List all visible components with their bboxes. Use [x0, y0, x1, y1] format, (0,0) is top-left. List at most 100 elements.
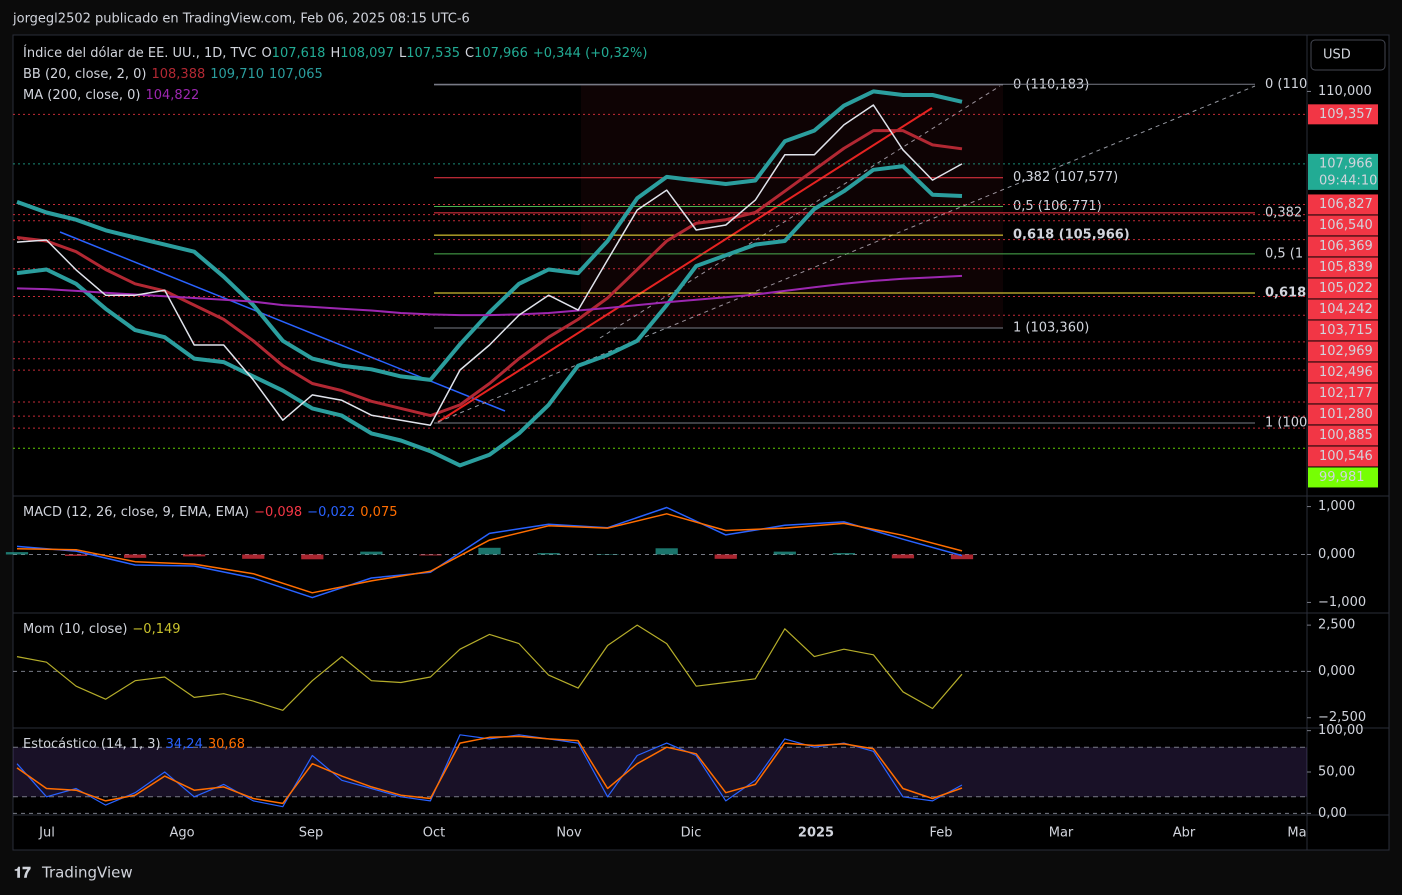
histogram-bar: [714, 554, 737, 559]
price-tag: [1308, 362, 1378, 383]
legend-part: 30,68: [208, 737, 245, 752]
y-tick-label: 0,00: [1318, 806, 1347, 821]
price-tag-label: 106,540: [1319, 218, 1373, 233]
y-tick-label: 2,500: [1318, 618, 1355, 633]
price-tag: [1308, 383, 1378, 404]
legend-part: H: [330, 46, 340, 61]
legend-part: Mom (10, close): [23, 622, 127, 637]
price-tag: [1308, 278, 1378, 299]
fib-label: 0 (110: [1265, 77, 1307, 92]
price-tag: [1308, 425, 1378, 446]
currency-button[interactable]: [1310, 39, 1386, 71]
price-tag: [1308, 257, 1378, 278]
fib-label: 0,5 (106,771): [1013, 199, 1102, 214]
brand-icon: 𝟏𝟕: [14, 864, 31, 882]
y-tick-label: 0,000: [1318, 547, 1355, 562]
legend-part: 109,710: [210, 67, 264, 82]
histogram-bar: [832, 553, 855, 555]
price-tag: [1308, 341, 1378, 362]
price-tag-label: 103,715: [1319, 323, 1373, 338]
y-tick-label: −2,500: [1318, 710, 1366, 725]
x-tick-label: Abr: [1173, 826, 1196, 841]
histogram-bar: [891, 554, 915, 559]
price-tag: [1308, 215, 1378, 236]
price-tag-label: 107,966: [1319, 156, 1373, 171]
price-tag: [1308, 320, 1378, 341]
legend-part: 108,097: [340, 46, 394, 61]
histogram-bar: [419, 554, 442, 556]
series-line: [16, 506, 963, 599]
price-tag-label: 106,827: [1319, 197, 1373, 212]
price-tag-label: 100,885: [1319, 428, 1373, 443]
x-tick-label: Oct: [423, 826, 445, 841]
price-tag-label: 106,369: [1319, 239, 1373, 254]
legend-part: Índice del dólar de EE. UU., 1D, TVC: [23, 45, 256, 61]
attribution: jorgegl2502 publicado en TradingView.com…: [12, 12, 470, 27]
price-tag-time: 09:44:10: [1319, 173, 1377, 188]
legend-part: 107,535: [406, 46, 460, 61]
legend-part: 108,388: [151, 67, 205, 82]
y-tick-label: 50,00: [1318, 765, 1355, 780]
histogram-bar: [360, 551, 383, 555]
brand-name: TradingView: [41, 864, 133, 882]
price-tag-label: 104,242: [1319, 302, 1373, 317]
series-line: [16, 513, 963, 594]
price-tag-label: 109,357: [1319, 107, 1373, 122]
x-tick-label: Jul: [38, 826, 55, 841]
price-tag-label: 100,546: [1319, 449, 1373, 464]
legend: Estocástico (14, 1, 3) 34,24 30,68: [23, 737, 245, 752]
fib-label: 1 (100: [1265, 416, 1307, 431]
price-tag: [1308, 299, 1378, 320]
fib-label: 1 (103,360): [1013, 320, 1089, 335]
price-tag-label: 105,022: [1319, 281, 1373, 296]
fib-label: 0,618 (105,966): [1013, 228, 1130, 243]
chart-frame: [12, 34, 1390, 851]
price-tag: [1308, 194, 1378, 215]
y-tick-label: 100,00: [1318, 723, 1364, 738]
histogram-bar: [773, 551, 796, 555]
legend-part: MACD (12, 26, close, 9, EMA, EMA): [23, 505, 249, 520]
legend-part: 104,822: [145, 88, 199, 103]
price-tag-label: 99,981: [1319, 470, 1365, 485]
trendline: [599, 85, 1001, 339]
price-tag-label: 102,177: [1319, 386, 1373, 401]
series-line: [16, 89, 963, 382]
fib-label: 0,382 (107,577): [1013, 170, 1118, 185]
legend: BB (20, close, 2, 0) 108,388 109,710 107,06…: [23, 67, 323, 82]
currency[interactable]: USD: [1323, 48, 1351, 63]
series-line: [16, 104, 963, 426]
histogram-bar: [537, 553, 560, 555]
series-line: [16, 624, 963, 711]
fib-label: 0,618: [1265, 286, 1306, 301]
x-tick-label: Sep: [299, 826, 324, 841]
x-tick-label: Mar: [1049, 826, 1074, 841]
legend-part: 107,618: [272, 46, 326, 61]
series-line: [16, 735, 963, 805]
histogram-bar: [64, 554, 88, 556]
x-tick-label: Dic: [681, 826, 702, 841]
x-tick-label: Nov: [556, 826, 582, 841]
series-line: [16, 274, 963, 317]
legend-part: L: [399, 46, 407, 61]
y-tick-label: 1,000: [1318, 499, 1355, 514]
legend-part: 0,075: [360, 505, 397, 520]
x-tick-label: Ma: [1287, 826, 1306, 841]
histogram-bar: [950, 554, 974, 560]
price-tag-label: 102,496: [1319, 365, 1373, 380]
y-tick-label: 0,000: [1318, 664, 1355, 679]
legend-part: BB (20, close, 2, 0): [23, 67, 146, 82]
trendline: [437, 107, 933, 423]
legend-part: C: [465, 46, 474, 61]
x-tick-label: Ago: [169, 826, 194, 841]
legend: Índice del dólar de EE. UU., 1D, TVC O107…: [23, 45, 647, 61]
x-tick-label: Feb: [929, 826, 952, 841]
legend-part: 107,966: [474, 46, 528, 61]
fib-label: 0,5 (1: [1265, 246, 1303, 261]
price-tag: [1308, 236, 1378, 257]
price-tag: [1308, 153, 1378, 190]
fib-label: 0 (110,183): [1013, 77, 1089, 92]
price-tag-label: 102,969: [1319, 344, 1373, 359]
price-tag: [1308, 467, 1378, 488]
histogram-bar: [183, 554, 206, 557]
